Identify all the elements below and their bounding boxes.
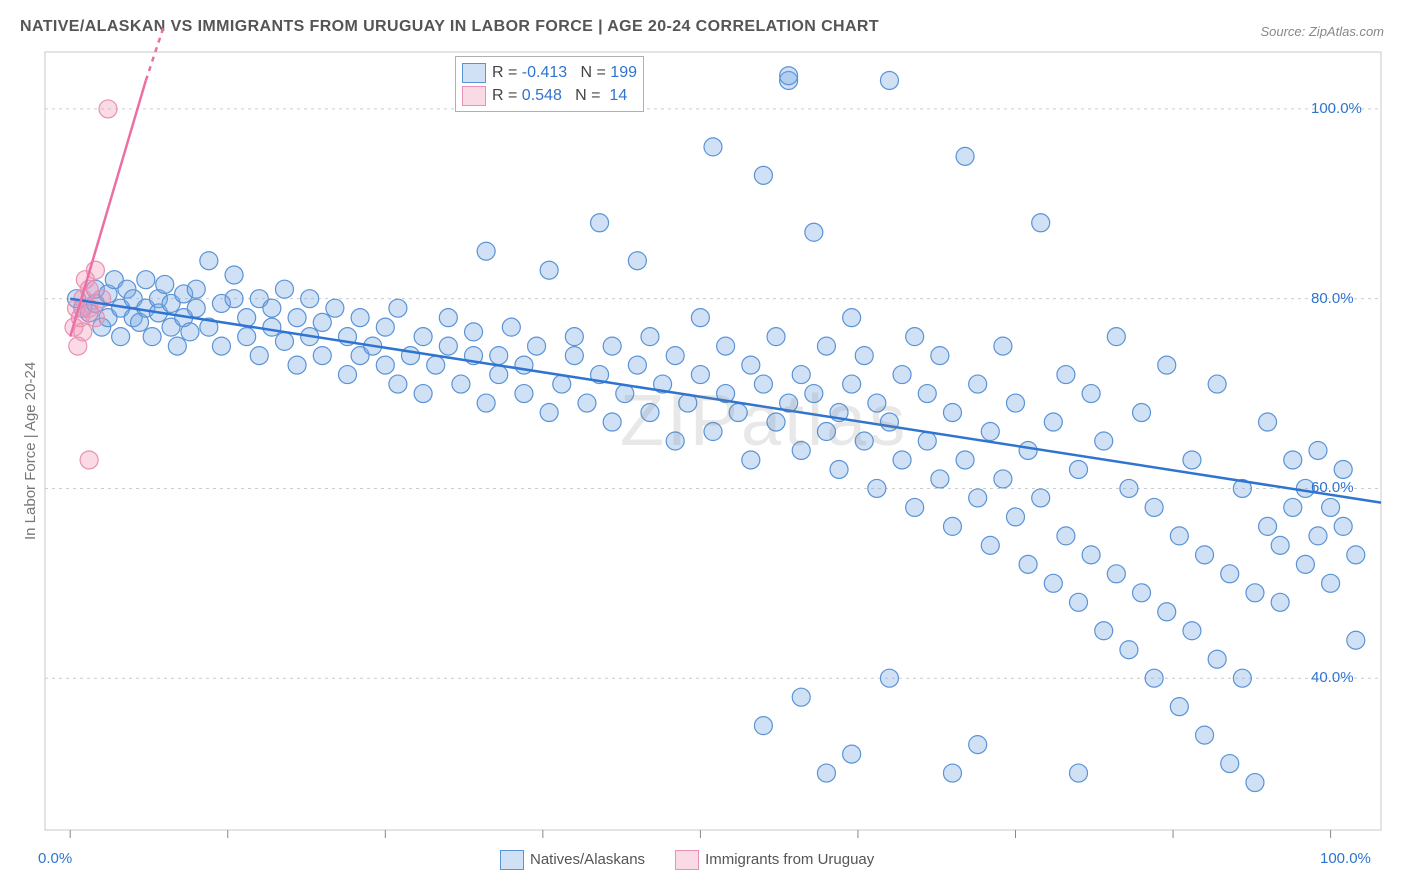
y-tick-label: 100.0% xyxy=(1311,100,1362,117)
stats-row-natives: R = -0.413 N = 199 xyxy=(462,61,637,84)
legend-label: Immigrants from Uruguay xyxy=(705,851,874,868)
x-tick-label: 100.0% xyxy=(1320,850,1371,867)
legend-label: Natives/Alaskans xyxy=(530,851,645,868)
x-tick-label: 0.0% xyxy=(38,850,72,867)
scatter-chart xyxy=(0,0,1406,892)
legend-swatch xyxy=(462,63,486,83)
stats-row-immigrants: R = 0.548 N = 14 xyxy=(462,84,637,107)
y-tick-label: 40.0% xyxy=(1311,669,1354,686)
legend-swatch xyxy=(675,850,699,870)
legend-item-natives: Natives/Alaskans xyxy=(500,850,645,870)
y-tick-label: 80.0% xyxy=(1311,290,1354,307)
stats-legend-box: R = -0.413 N = 199R = 0.548 N = 14 xyxy=(455,56,644,112)
y-axis-label: In Labor Force | Age 20-24 xyxy=(22,362,39,540)
legend-swatch xyxy=(462,86,486,106)
series-legend: Natives/Alaskans Immigrants from Uruguay xyxy=(500,850,874,870)
y-tick-label: 60.0% xyxy=(1311,479,1354,496)
legend-swatch xyxy=(500,850,524,870)
legend-item-immigrants: Immigrants from Uruguay xyxy=(675,850,874,870)
